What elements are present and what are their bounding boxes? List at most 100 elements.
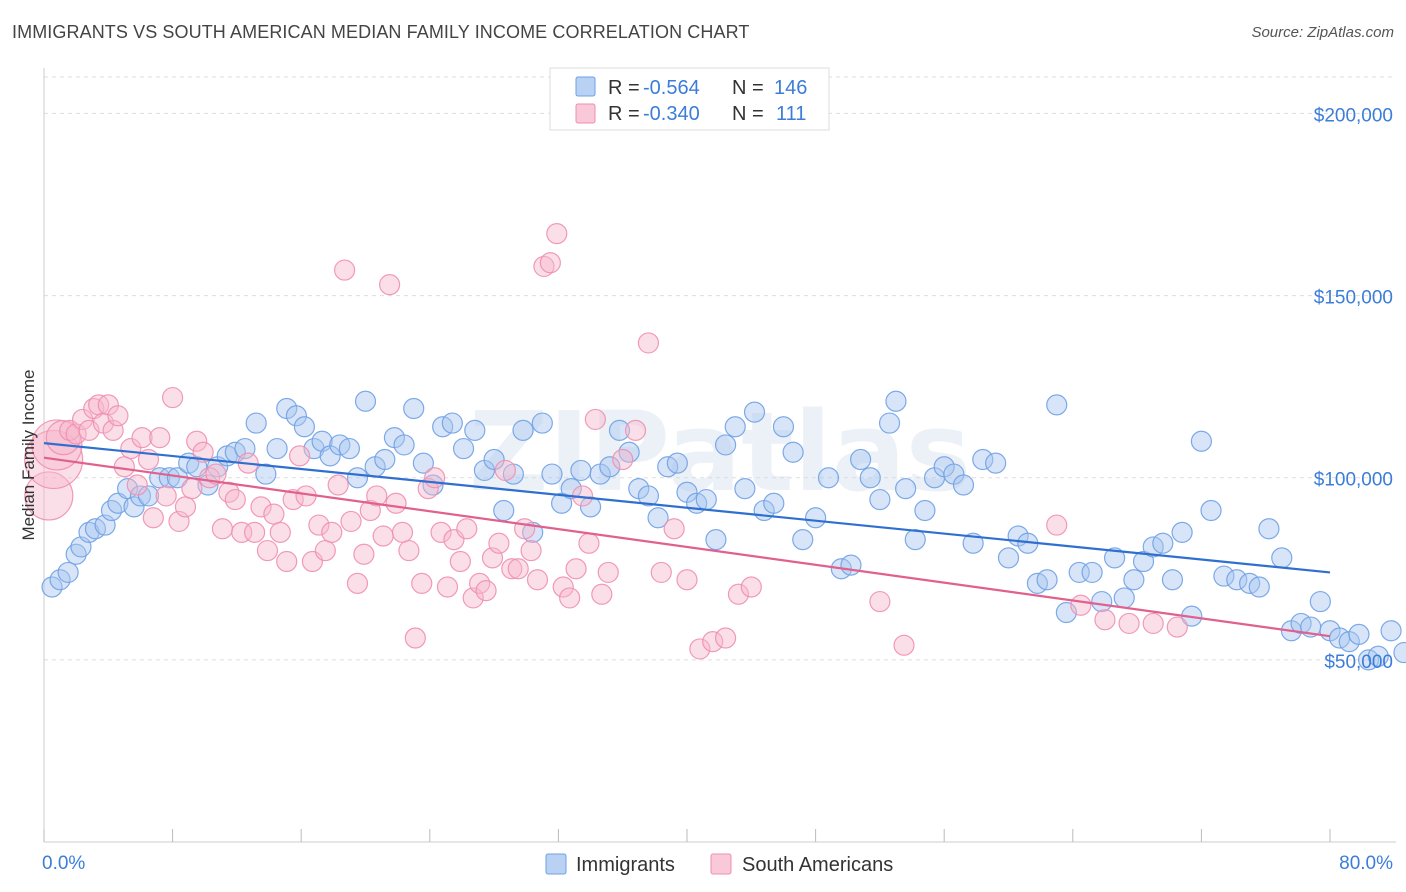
point-south-americans-37 (256, 539, 279, 562)
y-tick-label: $50,000 (1324, 652, 1393, 673)
point-immigrants-101 (997, 547, 1020, 569)
point-south-americans-41 (282, 488, 304, 511)
point-immigrants-117 (1161, 569, 1184, 591)
chart-title: IMMIGRANTS VS SOUTH AMERICAN MEDIAN FAMI… (12, 22, 750, 42)
point-immigrants-97 (952, 474, 975, 496)
point-south-americans-42 (288, 445, 311, 467)
point-south-americans-93 (637, 332, 660, 354)
point-south-americans-89 (591, 583, 613, 605)
point-immigrants-126 (1258, 518, 1280, 540)
point-immigrants-73 (714, 434, 737, 456)
point-immigrants-65 (637, 485, 660, 507)
point-immigrants-82 (804, 507, 827, 529)
point-south-americans-52 (353, 543, 375, 565)
point-south-americans-85 (565, 558, 587, 580)
point-south-americans-20 (149, 427, 171, 449)
point-south-americans-51 (346, 572, 369, 594)
point-immigrants-98 (962, 532, 984, 554)
point-south-americans-58 (391, 521, 414, 543)
stats-legend-r-label-1: R = (608, 77, 640, 99)
point-south-americans-50 (340, 510, 362, 533)
point-immigrants-58 (570, 459, 592, 482)
point-immigrants-46 (452, 437, 475, 460)
point-south-americans-102 (869, 590, 891, 613)
point-south-americans-21 (155, 485, 177, 507)
point-south-americans-16 (126, 474, 148, 496)
point-immigrants-79 (772, 416, 795, 438)
point-immigrants-38 (374, 448, 396, 471)
point-immigrants-100 (985, 452, 1007, 474)
point-south-americans-98 (702, 631, 724, 653)
point-south-americans-96 (676, 569, 698, 591)
point-south-americans-100 (727, 583, 750, 605)
point-immigrants-118 (1171, 521, 1193, 543)
trend-lines (43, 442, 1331, 638)
point-south-americans-97 (689, 638, 711, 660)
point-immigrants-122 (1213, 565, 1235, 587)
point-immigrants-0 (41, 576, 63, 598)
stats-legend-n-label-1: N = (732, 77, 764, 99)
stats-legend-n-value-1: 146 (774, 77, 807, 99)
point-south-americans-79 (526, 569, 549, 591)
point-south-americans-26 (186, 430, 208, 452)
stats-legend-r-label-2: R = (608, 103, 640, 125)
point-south-americans-0 (24, 471, 74, 521)
point-south-americans-92 (624, 419, 647, 441)
point-immigrants-28 (285, 405, 307, 427)
point-immigrants-54 (531, 412, 553, 434)
y-tick-label: $100,000 (1314, 470, 1393, 491)
point-south-americans-49 (334, 259, 356, 281)
point-immigrants-47 (464, 419, 486, 441)
point-south-americans-22 (162, 386, 184, 409)
point-immigrants-131 (1309, 590, 1331, 613)
point-immigrants-139 (1393, 641, 1406, 664)
point-south-americans-56 (379, 274, 401, 296)
point-south-americans-30 (211, 518, 234, 540)
point-immigrants-112 (1113, 587, 1135, 609)
point-immigrants-121 (1200, 499, 1222, 522)
point-immigrants-57 (560, 478, 582, 500)
point-south-americans-47 (321, 521, 343, 543)
trend-line-immigrants (43, 442, 1331, 574)
point-immigrants-55 (541, 463, 563, 485)
point-south-americans-32 (224, 488, 246, 511)
point-south-americans-29 (205, 463, 227, 485)
point-south-americans-64 (430, 521, 452, 543)
point-south-americans-99 (714, 627, 737, 649)
stats-legend: R = -0.564 N = 146 R = -0.340 N = 111 (549, 67, 830, 131)
point-south-americans-28 (198, 467, 221, 489)
point-immigrants-137 (1367, 645, 1389, 667)
point-south-americans-60 (404, 627, 426, 649)
point-south-americans-108 (1142, 612, 1164, 635)
stats-legend-box (549, 67, 830, 131)
point-immigrants-108 (1068, 561, 1090, 584)
y-axis-tick-labels: $50,000 $100,000 $150,000 $200,000 (1314, 105, 1393, 672)
point-immigrants-109 (1081, 561, 1103, 584)
point-immigrants-34 (338, 437, 361, 460)
point-south-americans-109 (1166, 616, 1188, 638)
stats-legend-swatch-south-americans (575, 103, 596, 124)
point-south-americans-19 (142, 507, 164, 529)
stats-legend-r-value-2: -0.340 (643, 103, 700, 125)
point-south-americans-71 (475, 580, 497, 602)
point-south-americans-84 (559, 587, 581, 609)
point-immigrants-68 (666, 452, 688, 474)
legend-label-south-americans: South Americans (742, 854, 893, 876)
point-immigrants-105 (1036, 569, 1058, 591)
point-south-americans-57 (385, 492, 407, 514)
point-south-americans-6 (71, 408, 94, 431)
point-south-americans-45 (308, 514, 330, 536)
point-immigrants-78 (763, 492, 785, 514)
point-south-americans-77 (514, 518, 536, 540)
point-south-americans-55 (372, 525, 394, 547)
point-immigrants-72 (705, 529, 727, 551)
point-immigrants-49 (483, 448, 505, 471)
point-immigrants-135 (1348, 623, 1370, 645)
point-immigrants-13 (137, 485, 160, 507)
point-immigrants-59 (579, 496, 602, 518)
x-axis-ticks (43, 829, 1331, 842)
legend-swatch-south-americans (710, 853, 732, 875)
point-immigrants-114 (1132, 550, 1155, 573)
point-south-americans-17 (131, 427, 153, 449)
